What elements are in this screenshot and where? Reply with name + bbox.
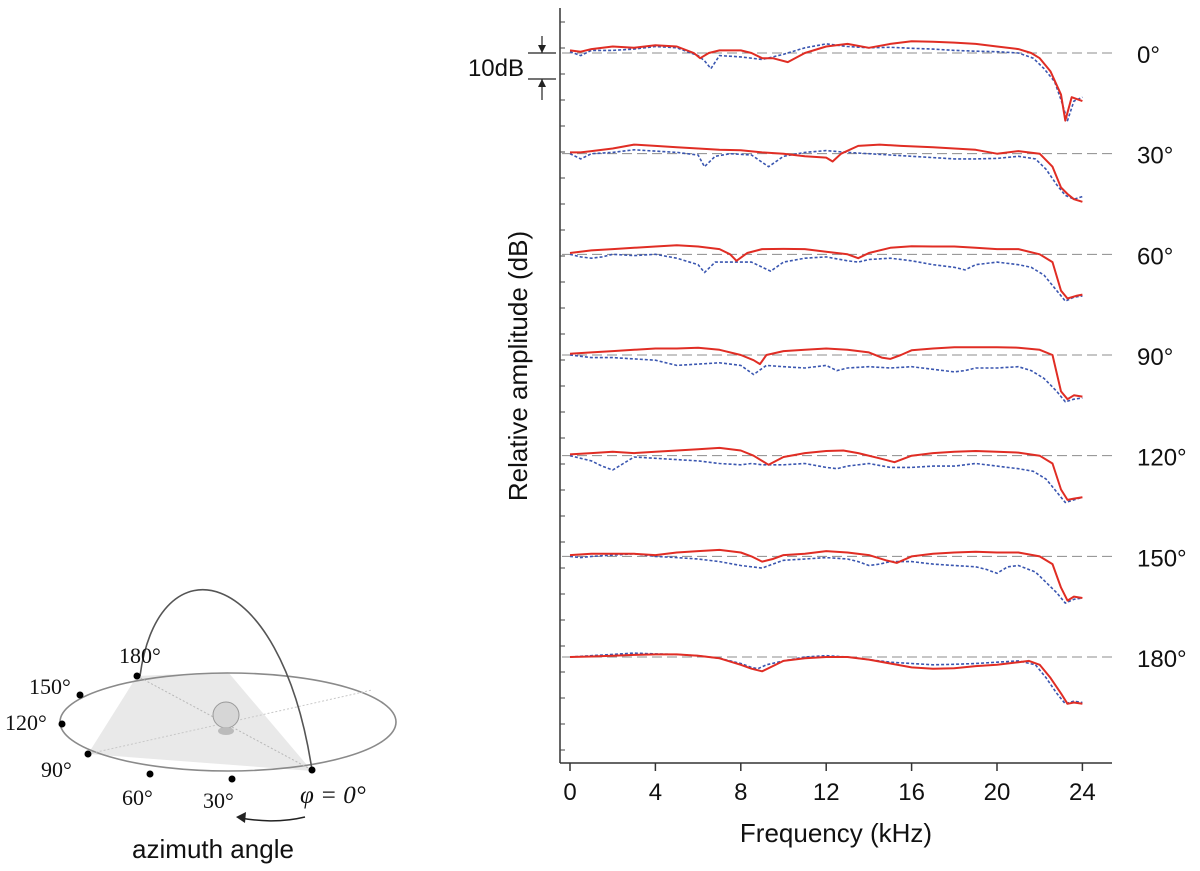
scale-bar-10db: 10dB — [468, 36, 556, 100]
trace-labels: 0° 30° 60° 90° 120° 150° 180° — [1137, 42, 1187, 673]
trace-180-blue — [569, 652, 1083, 705]
azimuth-point-30 — [228, 775, 236, 783]
trace-label-90: 90° — [1137, 344, 1173, 371]
head-icon — [212, 701, 240, 735]
trace-120-blue — [569, 454, 1083, 504]
trace-baselines — [562, 52, 1112, 658]
azimuth-label-120: 120° — [5, 710, 47, 735]
y-minor-ticks — [560, 21, 565, 751]
azimuth-label-30: 30° — [203, 788, 234, 813]
trace-label-150: 150° — [1137, 545, 1187, 572]
trace-label-60: 60° — [1137, 243, 1173, 270]
azimuth-label-90: 90° — [41, 757, 72, 782]
trace-180-red — [569, 653, 1083, 705]
arrowhead-left-icon — [236, 812, 246, 823]
x-tick-label-24: 24 — [1069, 779, 1096, 806]
rotation-arrow — [239, 816, 306, 822]
trace-label-0: 0° — [1137, 42, 1160, 69]
azimuth-label-180: 180° — [119, 643, 161, 668]
azimuth-point-150 — [76, 691, 84, 699]
trace-150-red — [569, 548, 1083, 602]
azimuth-label-150: 150° — [29, 674, 71, 699]
trace-60-red — [569, 244, 1083, 300]
trace-120-red — [569, 446, 1083, 501]
x-tick-label-16: 16 — [898, 779, 925, 806]
trace-60-blue — [569, 253, 1083, 302]
azimuth-point-60 — [146, 770, 154, 778]
shaded-half-plane — [88, 672, 312, 771]
azimuth-point-90 — [84, 750, 92, 758]
azimuth-point-180 — [133, 672, 141, 680]
elevation-arc — [139, 588, 313, 771]
trace-90-red — [569, 346, 1083, 401]
trace-0-blue — [569, 43, 1083, 122]
phi-label: φ = 0° — [300, 782, 366, 809]
x-tick-label-12: 12 — [813, 779, 840, 806]
x-tick-label-20: 20 — [984, 779, 1011, 806]
x-axis-label: Frequency (kHz) — [740, 818, 932, 848]
trace-label-120: 120° — [1137, 445, 1187, 472]
trace-30-blue — [569, 149, 1083, 200]
trace-label-30: 30° — [1137, 143, 1173, 170]
azimuth-points — [58, 672, 316, 783]
azimuth-label-60: 60° — [122, 785, 153, 810]
x-tick-label-0: 0 — [563, 779, 576, 806]
traces — [569, 40, 1083, 705]
x-axis-ticks: 0 4 8 12 16 20 24 — [563, 763, 1096, 806]
y-axis-label: Relative amplitude (dB) — [503, 231, 533, 501]
x-tick-label-8: 8 — [734, 779, 747, 806]
x-tick-label-4: 4 — [649, 779, 662, 806]
azimuth-diagram: 180° 150° 120° 90° 60° 30° φ = 0° azimut… — [5, 588, 397, 864]
azimuth-point-0 — [308, 766, 316, 774]
trace-label-180: 180° — [1137, 646, 1187, 673]
axis-180-0 — [136, 675, 313, 771]
trace-30-red — [570, 143, 1083, 203]
trace-90-blue — [569, 354, 1083, 403]
arrowhead-up-icon — [538, 79, 546, 87]
scale-bar-label: 10dB — [468, 55, 524, 82]
trace-0-red — [569, 40, 1083, 122]
diagram-caption: azimuth angle — [132, 834, 294, 864]
arrowhead-down-icon — [538, 45, 546, 53]
trace-150-blue — [569, 553, 1083, 604]
hrtf-chart: 0 4 8 12 16 20 24 0° 30° 60° 90° 120° 150° 180° 10dB… — [468, 8, 1187, 848]
azimuth-point-120 — [58, 720, 66, 728]
